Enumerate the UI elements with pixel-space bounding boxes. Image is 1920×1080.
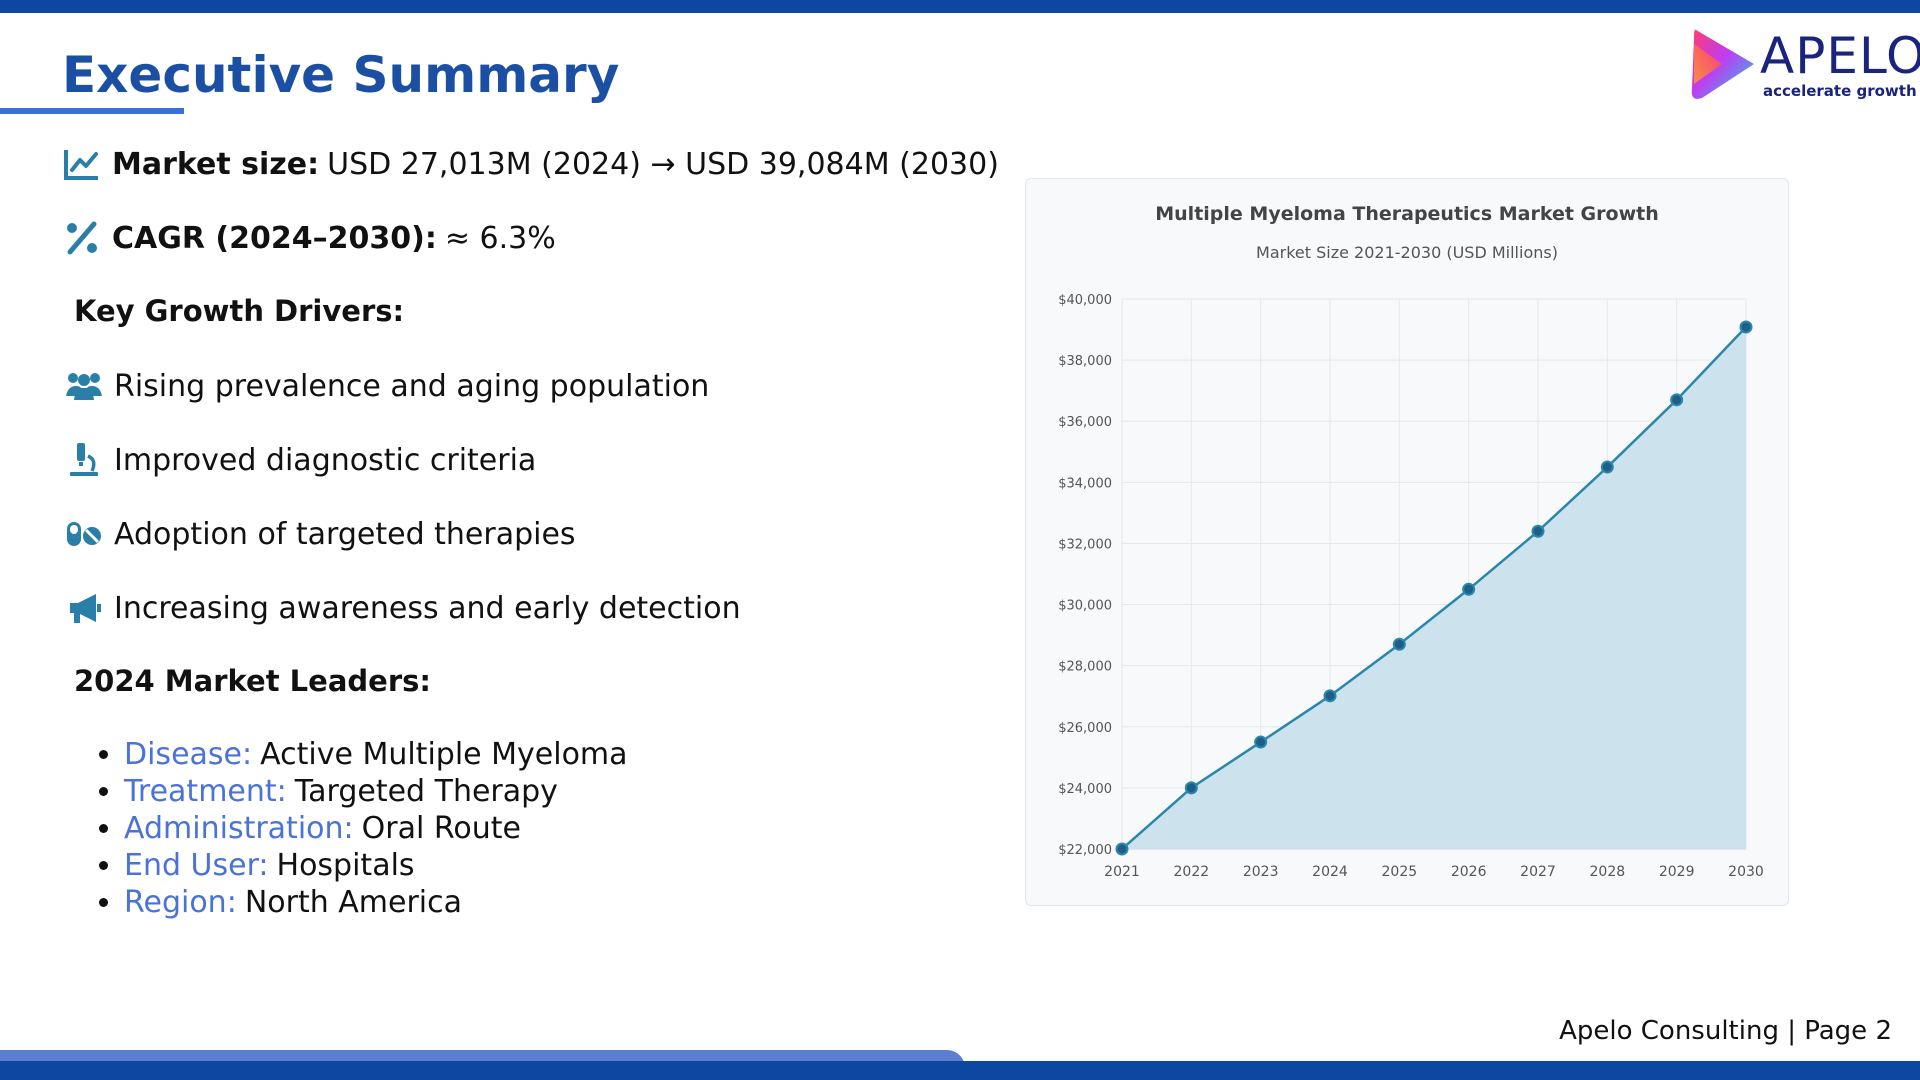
leader-value: Hospitals (276, 848, 415, 883)
list-item: Disease:Active Multiple Myeloma (124, 736, 628, 773)
users-icon (66, 373, 102, 400)
x-tick-label: 2030 (1728, 864, 1764, 880)
drivers-heading: Key Growth Drivers: (74, 294, 405, 328)
leader-key: End User: (124, 848, 269, 883)
title-underline (0, 108, 184, 114)
x-tick-label: 2021 (1104, 864, 1140, 880)
list-item: Region:North America (124, 884, 628, 921)
y-tick-label: $34,000 (1058, 476, 1112, 491)
driver-text: Rising prevalence and aging population (114, 368, 710, 404)
leader-key: Disease: (124, 737, 253, 772)
apelo-logo: APELO accelerate growth (1688, 24, 1920, 104)
market-size-row: Market size: USD 27,013M (2024) → USD 39… (62, 144, 999, 184)
logo-mark-icon (1691, 29, 1754, 99)
driver-item: Adoption of targeted therapies (64, 514, 576, 554)
driver-item: Improved diagnostic criteria (64, 440, 536, 480)
data-point (1600, 460, 1614, 474)
percent-icon (67, 221, 97, 255)
line-chart-icon (64, 150, 98, 180)
logo-tagline: accelerate growth (1763, 82, 1917, 100)
x-tick-label: 2024 (1312, 864, 1348, 880)
y-tick-label: $26,000 (1058, 721, 1112, 736)
series-line (1121, 326, 1747, 850)
series-area (1122, 326, 1746, 849)
market-leaders-list: Disease:Active Multiple Myeloma Treatmen… (92, 736, 628, 921)
chart-axes: $22,000 $24,000 $26,000 $28,000 $30,000 $32,0… (1058, 293, 1764, 880)
market-growth-chart: Multiple Myeloma Therapeutics Market Gro… (1058, 203, 1764, 880)
driver-item: Rising prevalence and aging population (64, 366, 709, 406)
data-point (1462, 582, 1476, 596)
x-tick-label: 2026 (1451, 864, 1487, 880)
data-point (1323, 689, 1337, 703)
market-size-value: USD 27,013M (2024) → USD 39,084M (2030) (327, 146, 999, 182)
data-point (1184, 781, 1198, 795)
list-item: Administration:Oral Route (124, 810, 628, 847)
page-title: Executive Summary (62, 46, 620, 104)
data-point (1254, 735, 1268, 749)
microscope-icon (70, 443, 98, 476)
data-point (1392, 637, 1406, 651)
logo-wordmark: APELO (1760, 27, 1920, 85)
list-item: Treatment:Targeted Therapy (124, 773, 628, 810)
x-tick-label: 2028 (1590, 864, 1626, 880)
y-tick-label: $38,000 (1058, 354, 1112, 369)
leader-key: Treatment: (124, 774, 287, 809)
data-point (1531, 524, 1545, 538)
leader-value: North America (244, 885, 463, 920)
y-tick-label: $24,000 (1058, 782, 1112, 797)
cagr-label: CAGR (2024–2030): (112, 220, 437, 256)
data-point (1670, 393, 1684, 407)
data-point (1739, 320, 1753, 334)
x-tick-label: 2022 (1174, 864, 1210, 880)
footer-page-label: Apelo Consulting | Page 2 (1559, 1016, 1892, 1046)
cagr-value: ≈ 6.3% (444, 220, 556, 256)
driver-text: Adoption of targeted therapies (114, 516, 576, 552)
driver-item: Increasing awareness and early detection (64, 588, 741, 628)
x-tick-label: 2027 (1520, 864, 1556, 880)
x-tick-label: 2029 (1659, 864, 1695, 880)
y-tick-label: $32,000 (1058, 537, 1112, 552)
y-tick-label: $40,000 (1058, 293, 1112, 308)
leaders-heading: 2024 Market Leaders: (74, 664, 431, 698)
chart-title: Multiple Myeloma Therapeutics Market Gro… (1155, 203, 1658, 225)
y-tick-label: $36,000 (1058, 415, 1112, 430)
x-tick-label: 2023 (1243, 864, 1279, 880)
pills-icon (67, 522, 101, 546)
leader-key: Administration: (124, 811, 354, 846)
chart-series (1115, 320, 1753, 856)
chart-subtitle: Market Size 2021-2030 (USD Millions) (1256, 243, 1558, 262)
bottom-accent-bar (0, 1061, 1920, 1080)
y-tick-label: $30,000 (1058, 599, 1112, 614)
driver-text: Improved diagnostic criteria (114, 442, 537, 478)
top-accent-bar (0, 0, 1920, 13)
driver-text: Increasing awareness and early detection (114, 590, 741, 626)
data-point (1115, 842, 1129, 856)
leader-value: Oral Route (361, 811, 521, 846)
megaphone-icon (70, 594, 101, 623)
y-tick-label: $28,000 (1058, 660, 1112, 675)
list-item: End User:Hospitals (124, 847, 628, 884)
leader-key: Region: (124, 885, 237, 920)
x-tick-label: 2025 (1382, 864, 1418, 880)
leader-value: Targeted Therapy (294, 774, 558, 809)
market-size-label: Market size: (112, 146, 320, 182)
market-growth-chart-card: Multiple Myeloma Therapeutics Market Gro… (1025, 178, 1789, 906)
y-tick-label: $22,000 (1058, 843, 1112, 858)
cagr-row: CAGR (2024–2030): ≈ 6.3% (62, 218, 556, 258)
leader-value: Active Multiple Myeloma (260, 737, 628, 772)
